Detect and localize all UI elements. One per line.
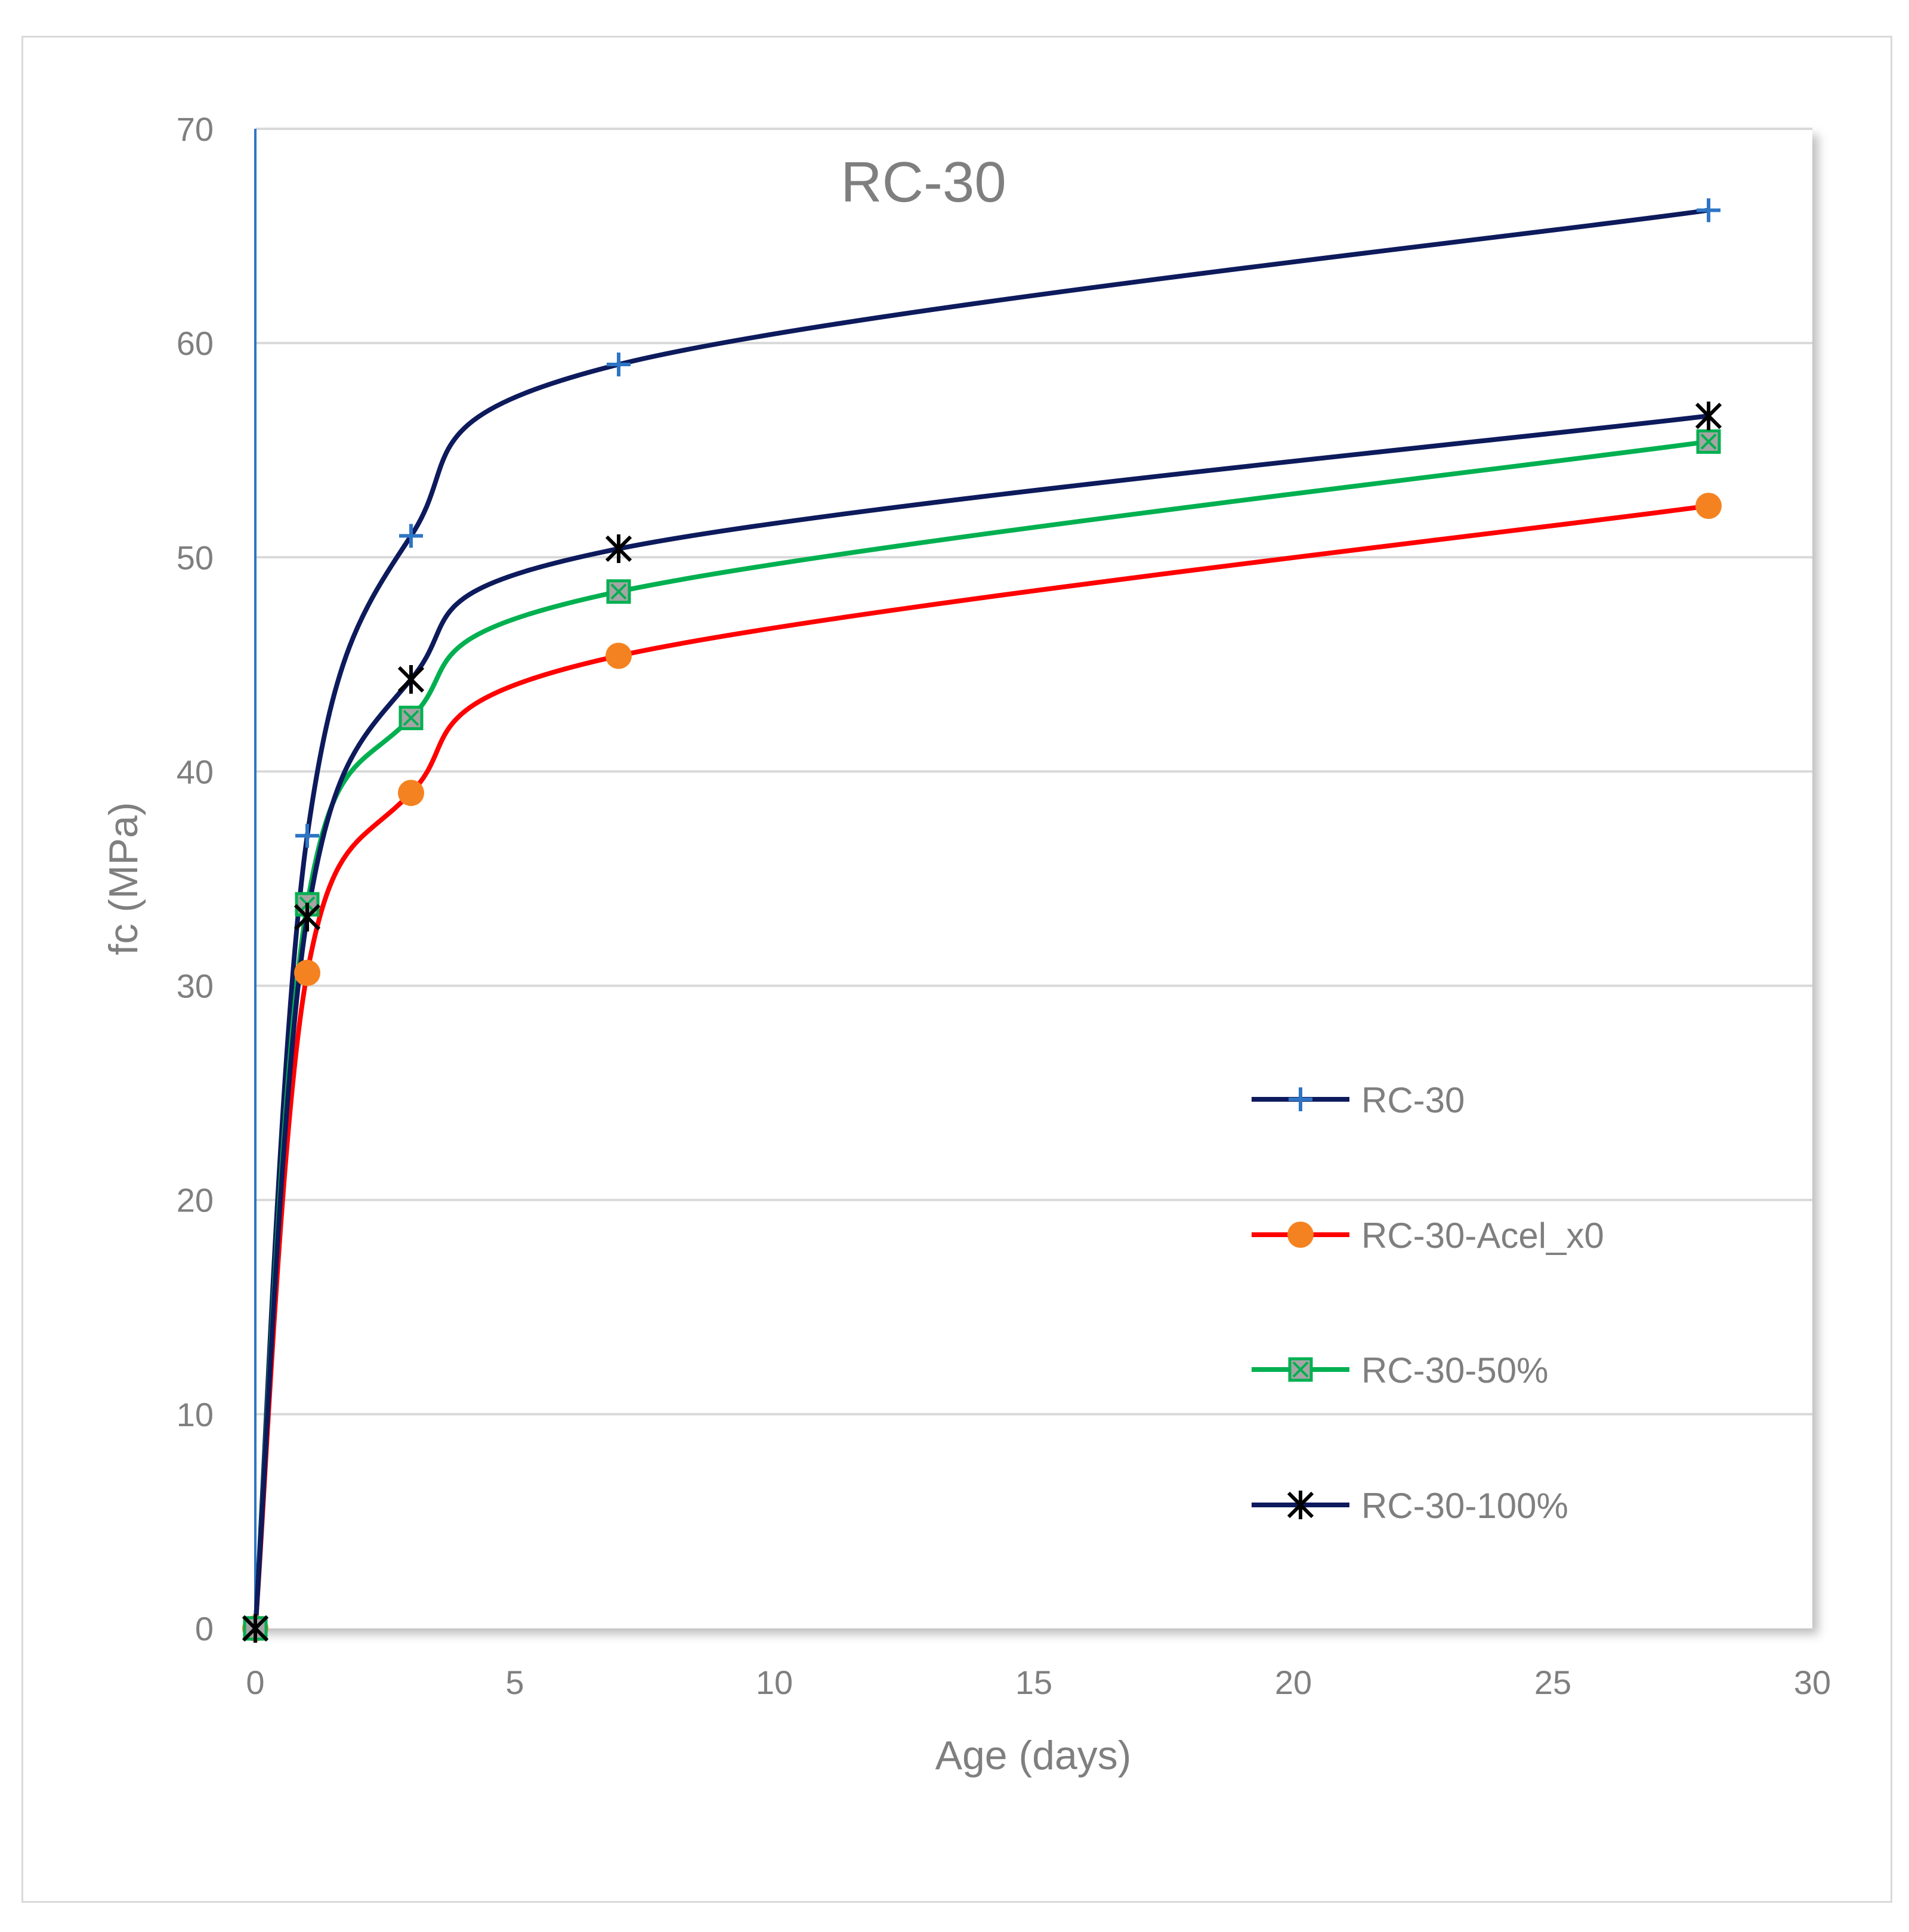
series-1-marker xyxy=(607,353,631,377)
data-markers xyxy=(242,198,1722,1643)
series-2-marker xyxy=(606,642,632,669)
x-tick-label: 20 xyxy=(1275,1664,1312,1701)
y-tick-label: 30 xyxy=(177,967,214,1005)
plot-area xyxy=(255,129,1812,1628)
x-tick-label: 0 xyxy=(246,1664,264,1701)
series-line-4 xyxy=(253,413,1711,1631)
legend-label: RC-30 xyxy=(1361,1080,1465,1120)
series-1-marker xyxy=(399,524,423,548)
axis-ticks: 0 10 20 30 40 50 60 70 0 5 10 15 20 25 30 xyxy=(177,110,1831,1701)
legend-marker xyxy=(1289,1087,1312,1111)
x-tick-label: 10 xyxy=(756,1664,793,1701)
series-3-marker xyxy=(1696,429,1721,454)
legend-item-4: RC-30-100% xyxy=(1252,1486,1568,1526)
series-4-marker xyxy=(242,1614,269,1643)
series-4-marker xyxy=(605,534,632,563)
series-3-marker xyxy=(399,706,424,731)
legend-marker xyxy=(1287,1491,1314,1519)
legend-marker xyxy=(1288,1357,1313,1382)
x-tick-label: 15 xyxy=(1015,1664,1052,1701)
legend-marker xyxy=(1287,1222,1314,1248)
series-2-marker xyxy=(1695,493,1722,520)
x-tick-label: 25 xyxy=(1534,1664,1571,1701)
legend: RC-30 RC-30-Acel_x0 RC-30-50% RC-30-100% xyxy=(1252,1080,1604,1526)
chart-title: RC-30 xyxy=(841,150,1006,214)
x-axis-title: Age (days) xyxy=(935,1733,1132,1778)
series-lines xyxy=(253,208,1711,1631)
series-2-marker xyxy=(398,780,424,806)
legend-label: RC-30-Acel_x0 xyxy=(1361,1216,1604,1256)
series-1-marker xyxy=(295,824,319,848)
x-tick-label: 5 xyxy=(505,1664,524,1701)
legend-label: RC-30-100% xyxy=(1361,1486,1568,1526)
x-tick-label: 30 xyxy=(1794,1664,1831,1701)
y-tick-label: 0 xyxy=(195,1610,214,1647)
gridlines xyxy=(255,128,1812,1415)
series-4-marker xyxy=(1695,401,1722,431)
legend-item-3: RC-30-50% xyxy=(1252,1350,1548,1390)
series-3-marker xyxy=(606,579,631,604)
series-4-marker xyxy=(397,664,425,694)
series-4-marker xyxy=(294,902,321,932)
y-axis-title: fc (MPa) xyxy=(101,802,146,956)
y-tick-label: 10 xyxy=(177,1396,214,1433)
y-tick-label: 60 xyxy=(177,324,214,362)
y-tick-label: 70 xyxy=(177,110,214,148)
series-2-marker xyxy=(294,960,320,987)
y-tick-label: 50 xyxy=(177,539,214,576)
series-1-marker xyxy=(1697,198,1720,222)
legend-item-2: RC-30-Acel_x0 xyxy=(1252,1216,1604,1256)
y-tick-label: 40 xyxy=(177,753,214,790)
y-tick-label: 20 xyxy=(177,1182,214,1219)
legend-item-1: RC-30 xyxy=(1252,1080,1465,1120)
legend-label: RC-30-50% xyxy=(1361,1350,1548,1390)
